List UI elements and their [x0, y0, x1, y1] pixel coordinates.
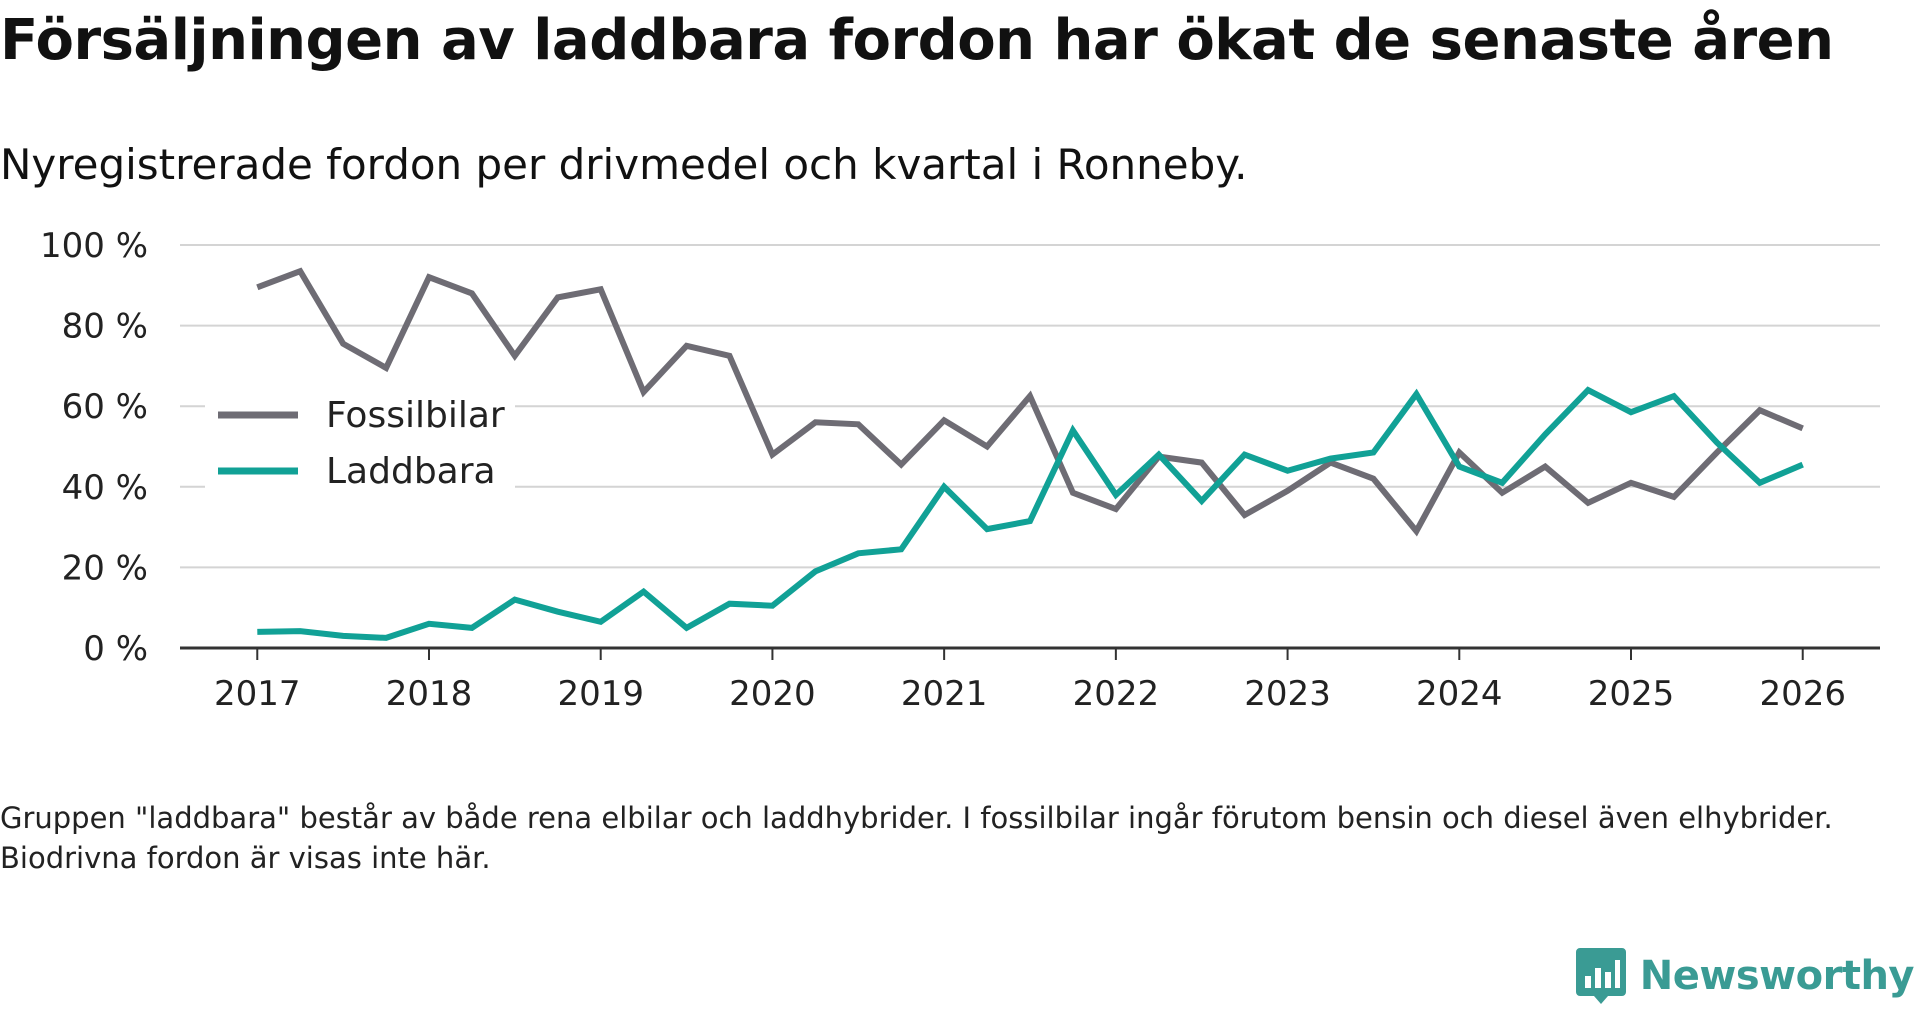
x-tick-label: 2018	[386, 674, 473, 714]
x-tick-label: 2024	[1416, 674, 1503, 714]
brand-logo[interactable]: Newsworthy	[1575, 948, 1915, 1004]
series-line-fossilbilar	[256, 267, 1804, 537]
x-tick-label: 2023	[1244, 674, 1331, 714]
x-tick-label: 2025	[1588, 674, 1675, 714]
x-tick-label: 2019	[557, 674, 644, 714]
x-tick-label: 2026	[1759, 674, 1846, 714]
line-chart: 0 % 20 % 40 % 60 % 80 % 100 % 2017 2018 2019 202…	[40, 226, 1880, 714]
chart-subtitle: Nyregistrerade fordon per drivmedel och …	[0, 140, 1248, 189]
y-tick-label: 40 %	[62, 468, 148, 508]
y-axis-tick-labels: 0 % 20 % 40 % 60 % 80 % 100 %	[40, 226, 148, 669]
footnote: Gruppen "laddbara" består av både rena e…	[0, 801, 1833, 875]
logo-bar-4	[1614, 960, 1620, 988]
series-line-laddbara	[257, 386, 1804, 641]
gridlines	[180, 244, 1880, 569]
x-axis: 2017 2018 2019 2020 2021 2022 2023 2024 2025 2026	[180, 646, 1880, 714]
logo-bar-2	[1594, 968, 1601, 988]
legend-background	[205, 388, 515, 498]
logo-bar-3	[1604, 972, 1611, 988]
x-tick-label: 2021	[901, 674, 988, 714]
chart-title: Försäljningen av laddbara fordon har öka…	[0, 8, 1834, 73]
legend-label-fossilbilar: Fossilbilar	[326, 395, 505, 436]
y-tick-label: 80 %	[62, 307, 148, 347]
x-tick-label: 2020	[729, 674, 816, 714]
x-tick-label: 2022	[1073, 674, 1160, 714]
legend: Fossilbilar Laddbara	[205, 388, 515, 498]
newsworthy-logo-icon	[1575, 948, 1626, 1004]
y-tick-label: 60 %	[62, 387, 148, 427]
x-tick-label: 2017	[214, 674, 301, 714]
series-lines	[256, 267, 1804, 641]
y-tick-label: 0 %	[83, 629, 148, 669]
y-tick-label: 100 %	[40, 226, 148, 266]
legend-label-laddbara: Laddbara	[326, 451, 496, 492]
logo-bar-1	[1584, 976, 1591, 988]
brand-name: Newsworthy	[1639, 953, 1915, 999]
y-tick-label: 20 %	[62, 548, 148, 588]
